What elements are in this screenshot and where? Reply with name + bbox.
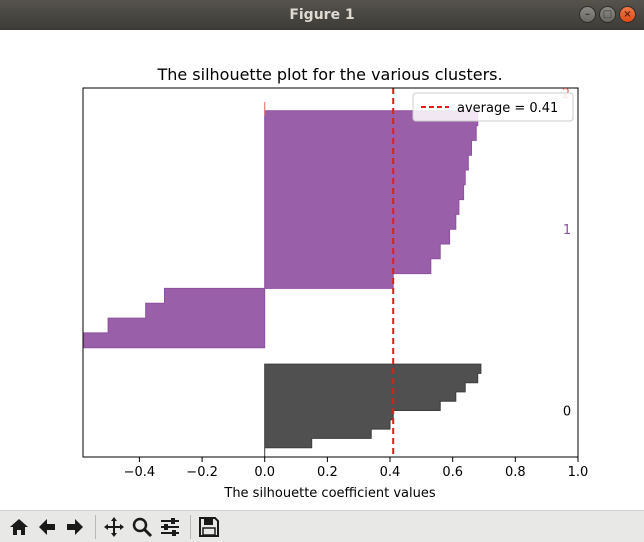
- pan-button[interactable]: [101, 514, 127, 540]
- cluster-label-1: 1: [563, 223, 571, 238]
- toolbar-separator: [190, 514, 191, 539]
- legend-average-label: average = 0.41: [457, 101, 558, 116]
- x-axis-label: The silhouette coefficient values: [223, 486, 435, 501]
- arrow-left-icon: [39, 518, 55, 535]
- cluster-label-0: 0: [563, 405, 571, 420]
- home-icon: [10, 518, 28, 535]
- x-tick-label: 0.2: [317, 465, 338, 480]
- x-tick-label: 0.0: [254, 465, 275, 480]
- chart-title: The silhouette plot for the various clus…: [156, 65, 502, 84]
- x-tick-label: −0.2: [186, 465, 218, 480]
- zoom-button[interactable]: [129, 514, 155, 540]
- window-title: Figure 1: [289, 7, 355, 23]
- x-tick-label: 0.8: [505, 465, 526, 480]
- cluster-marker-partial: |: [263, 101, 267, 116]
- back-button[interactable]: [34, 514, 60, 540]
- arrow-right-icon: [67, 518, 83, 535]
- legend-box: [412, 92, 574, 122]
- minimize-icon[interactable]: –: [579, 6, 596, 23]
- save-button[interactable]: [196, 514, 222, 540]
- x-axis-ticks: −0.4 −0.2 0.0 0.2 0.4 0.6 0.8 1.0: [124, 457, 589, 480]
- maximize-icon[interactable]: □: [599, 6, 616, 23]
- magnifier-icon: [132, 517, 153, 537]
- configure-subplots-button[interactable]: [157, 514, 183, 540]
- silhouette-cluster-1: [82, 110, 479, 349]
- x-tick-label: 0.4: [380, 465, 401, 480]
- forward-button[interactable]: [62, 514, 88, 540]
- navigation-toolbar: [0, 510, 644, 542]
- close-icon[interactable]: ×: [619, 6, 636, 23]
- x-tick-label: −0.4: [124, 465, 156, 480]
- window-titlebar: Figure 1 – □ ×: [0, 0, 644, 30]
- silhouette-cluster-0: [264, 363, 482, 457]
- sliders-icon: [161, 517, 179, 536]
- move-icon: [104, 516, 124, 537]
- home-button[interactable]: [6, 514, 32, 540]
- toolbar-separator: [95, 514, 96, 539]
- legend: average = 0.41: [412, 92, 574, 122]
- silhouette-bars: [82, 110, 482, 457]
- axes-frame: [82, 87, 579, 458]
- x-tick-label: 1.0: [568, 465, 589, 480]
- silhouette-chart: The silhouette plot for the various clus…: [82, 65, 589, 501]
- x-tick-label: 0.6: [442, 465, 463, 480]
- figure-canvas[interactable]: The silhouette plot for the various clus…: [0, 30, 644, 508]
- floppy-disk-icon: [199, 516, 219, 537]
- window-controls: – □ ×: [579, 6, 636, 23]
